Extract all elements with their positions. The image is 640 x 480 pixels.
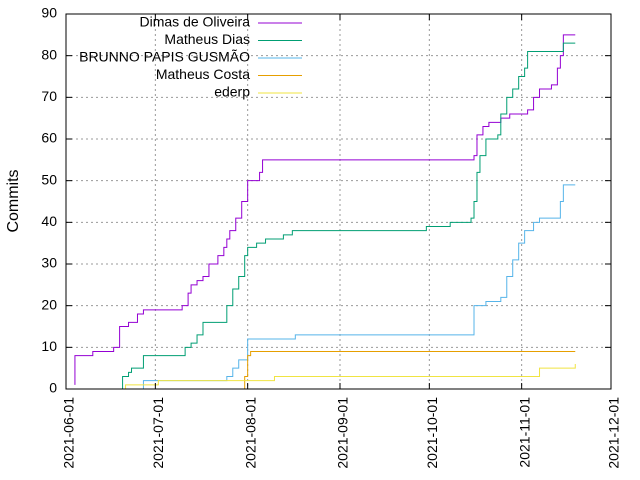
y-tick-label: 60 <box>41 130 57 146</box>
x-tick-label: 2021-08-01 <box>242 397 258 469</box>
y-axis-label: Commits <box>5 169 22 232</box>
y-tick-label: 40 <box>41 213 57 229</box>
x-tick-label: 2021-12-01 <box>606 397 622 469</box>
legend-label-0: Dimas de Oliveira <box>140 14 251 30</box>
series-line-4 <box>122 364 576 390</box>
x-tick-label: 2021-07-01 <box>150 397 166 469</box>
y-tick-label: 20 <box>41 296 57 312</box>
axis-ticks: 0 10 20 30 40 50 60 70 80 90 2021-06-01 2021-07-01 2… <box>41 5 621 469</box>
series-line-2 <box>142 184 576 389</box>
legend-label-1: Matheus Dias <box>164 31 250 47</box>
series-lines <box>74 34 576 390</box>
y-tick-label: 80 <box>41 46 57 62</box>
x-tick-label: 2021-11-01 <box>516 397 532 468</box>
y-tick-label: 30 <box>41 255 57 271</box>
series-line-3 <box>244 351 576 389</box>
y-tick-label: 90 <box>41 5 57 21</box>
y-tick-label: 70 <box>41 88 57 104</box>
plot-frame <box>65 13 612 390</box>
x-tick-label: 2021-10-01 <box>424 397 440 469</box>
x-tick-label: 2021-06-01 <box>61 397 77 469</box>
y-tick-label: 0 <box>49 380 57 396</box>
y-tick-label: 10 <box>41 338 57 354</box>
x-tick-label: 2021-09-01 <box>335 397 351 469</box>
series-line-1 <box>122 42 576 389</box>
y-tick-label: 50 <box>41 171 57 187</box>
legend-label-2: BRUNNO PAPIS GUSMÃO <box>79 49 250 65</box>
gridlines <box>66 14 611 389</box>
series-line-0 <box>74 34 576 385</box>
legend-label-4: ederp <box>214 84 250 100</box>
legend-label-3: Matheus Costa <box>156 66 250 82</box>
